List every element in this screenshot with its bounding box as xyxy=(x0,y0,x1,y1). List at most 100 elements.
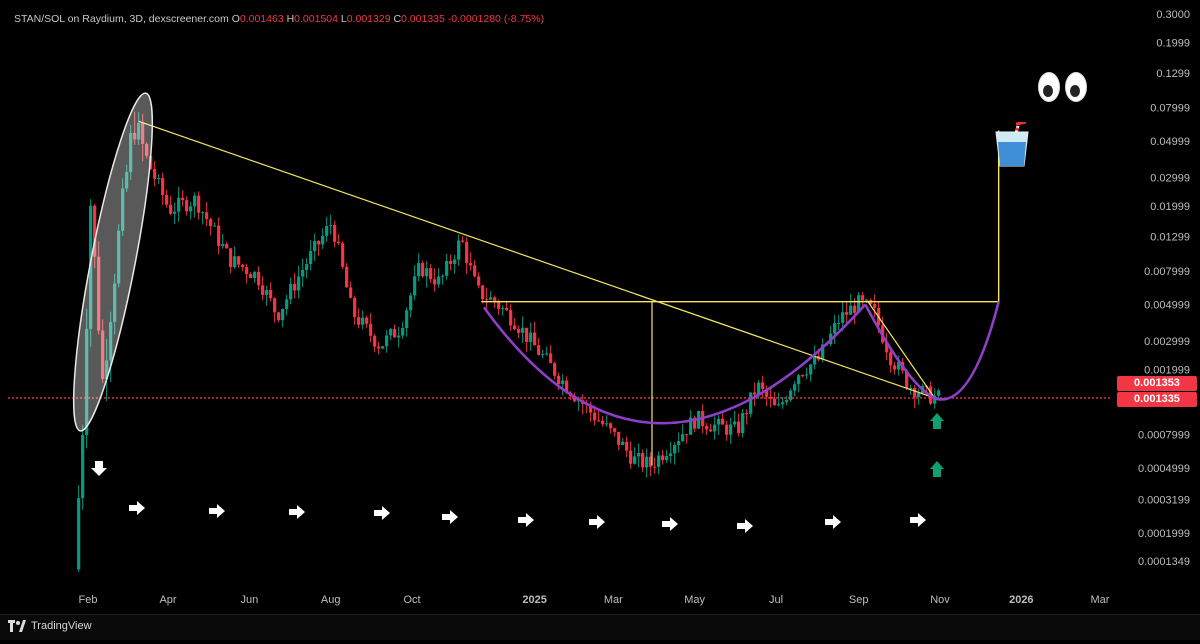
x-tick-label: Sep xyxy=(849,594,869,606)
x-tick-label: Mar xyxy=(604,594,623,606)
candle-body xyxy=(125,172,129,189)
candle-body xyxy=(257,271,261,286)
x-tick-label: Aug xyxy=(321,594,341,606)
candle-body xyxy=(833,323,837,334)
candle-body xyxy=(873,303,877,308)
candle-body xyxy=(521,327,525,333)
candle-body xyxy=(97,256,101,331)
candle-body xyxy=(133,132,137,140)
x-tick-label: Feb xyxy=(79,594,98,606)
candle-body xyxy=(593,412,597,421)
close-label: C xyxy=(393,13,402,25)
right-arrow-icon xyxy=(910,513,926,527)
candle-body xyxy=(277,312,281,321)
candle-body xyxy=(449,260,453,264)
candle-body xyxy=(285,299,289,309)
candle-body xyxy=(713,424,717,432)
candle-body xyxy=(89,205,93,329)
candle-body xyxy=(389,329,393,336)
candle-body xyxy=(405,310,409,328)
candle-body xyxy=(157,177,161,179)
candle-body xyxy=(113,283,117,322)
right-eye-icon xyxy=(1065,72,1087,102)
candle-body xyxy=(765,388,769,397)
candle-body xyxy=(433,279,437,285)
candle-body xyxy=(937,390,941,396)
candle-body xyxy=(397,335,401,338)
candle-body xyxy=(349,287,353,298)
candle-body xyxy=(189,206,193,212)
candle-body xyxy=(613,428,617,432)
candle-body xyxy=(837,322,841,324)
tradingview-logo[interactable]: TradingView xyxy=(8,620,92,632)
x-tick-label: Mar xyxy=(1091,594,1110,606)
candle-body xyxy=(357,317,361,325)
candle-body xyxy=(693,417,697,429)
candle-body xyxy=(233,256,237,268)
candle-body xyxy=(261,285,265,295)
candle-body xyxy=(241,264,245,268)
candle-body xyxy=(213,225,217,227)
candle-body xyxy=(781,402,785,405)
candle-body xyxy=(297,276,301,291)
candle-body xyxy=(145,143,149,156)
right-arrow-icon xyxy=(518,513,534,527)
candle-body xyxy=(729,424,733,435)
candle-body xyxy=(489,297,493,300)
right-arrow-icon xyxy=(589,515,605,529)
right-arrow-icon xyxy=(129,501,145,515)
candle-body xyxy=(801,375,805,377)
candle-body xyxy=(725,424,729,435)
close-price-tag: 0.001335 xyxy=(1117,392,1197,407)
candle-body xyxy=(633,456,637,464)
candle-body xyxy=(517,329,521,333)
candle-body xyxy=(753,392,757,395)
candle-body xyxy=(205,212,209,220)
open-value: 0.001463 xyxy=(239,13,284,25)
low-value: 0.001329 xyxy=(346,13,391,25)
candle-body xyxy=(153,169,157,179)
candle-body xyxy=(737,421,741,434)
candle-body xyxy=(525,327,529,342)
right-arrow-icon xyxy=(825,515,841,529)
brand-label: TradingView xyxy=(31,620,92,632)
y-tick-label: 0.004999 xyxy=(1144,300,1190,312)
candle-body xyxy=(429,268,433,280)
candle-body xyxy=(121,188,125,231)
y-tick-label: 0.02999 xyxy=(1150,172,1190,184)
candle-body xyxy=(677,441,681,446)
candle-body xyxy=(361,317,365,325)
candle-body xyxy=(473,265,477,277)
candle-body xyxy=(813,356,817,365)
candle-body xyxy=(197,195,201,213)
y-tick-label: 0.0001999 xyxy=(1138,528,1190,540)
candle-body xyxy=(797,375,801,385)
candle-body xyxy=(313,241,317,252)
candle-body xyxy=(101,330,105,380)
candle-body xyxy=(625,441,629,451)
right-arrow-icon xyxy=(209,504,225,518)
candle-body xyxy=(173,211,177,214)
candle-body xyxy=(229,248,233,268)
candle-body xyxy=(533,332,537,346)
candle-body xyxy=(845,312,849,315)
candle-body xyxy=(601,420,605,425)
candle-body xyxy=(321,235,325,245)
candle-body xyxy=(317,241,321,245)
candle-body xyxy=(673,445,677,454)
candle-body xyxy=(573,396,577,402)
candle-body xyxy=(641,453,645,468)
y-tick-label: 0.001999 xyxy=(1144,365,1190,377)
candle-body xyxy=(141,123,145,144)
candle-body xyxy=(377,346,381,349)
candle-body xyxy=(545,353,549,355)
y-tick-label: 0.1999 xyxy=(1156,38,1190,50)
candle-body xyxy=(757,382,761,395)
candle-body xyxy=(373,335,377,347)
candle-body xyxy=(393,329,397,338)
candle-body xyxy=(209,219,213,227)
candle-body xyxy=(821,344,825,360)
candle-body xyxy=(649,456,653,467)
candle-body xyxy=(709,429,713,432)
